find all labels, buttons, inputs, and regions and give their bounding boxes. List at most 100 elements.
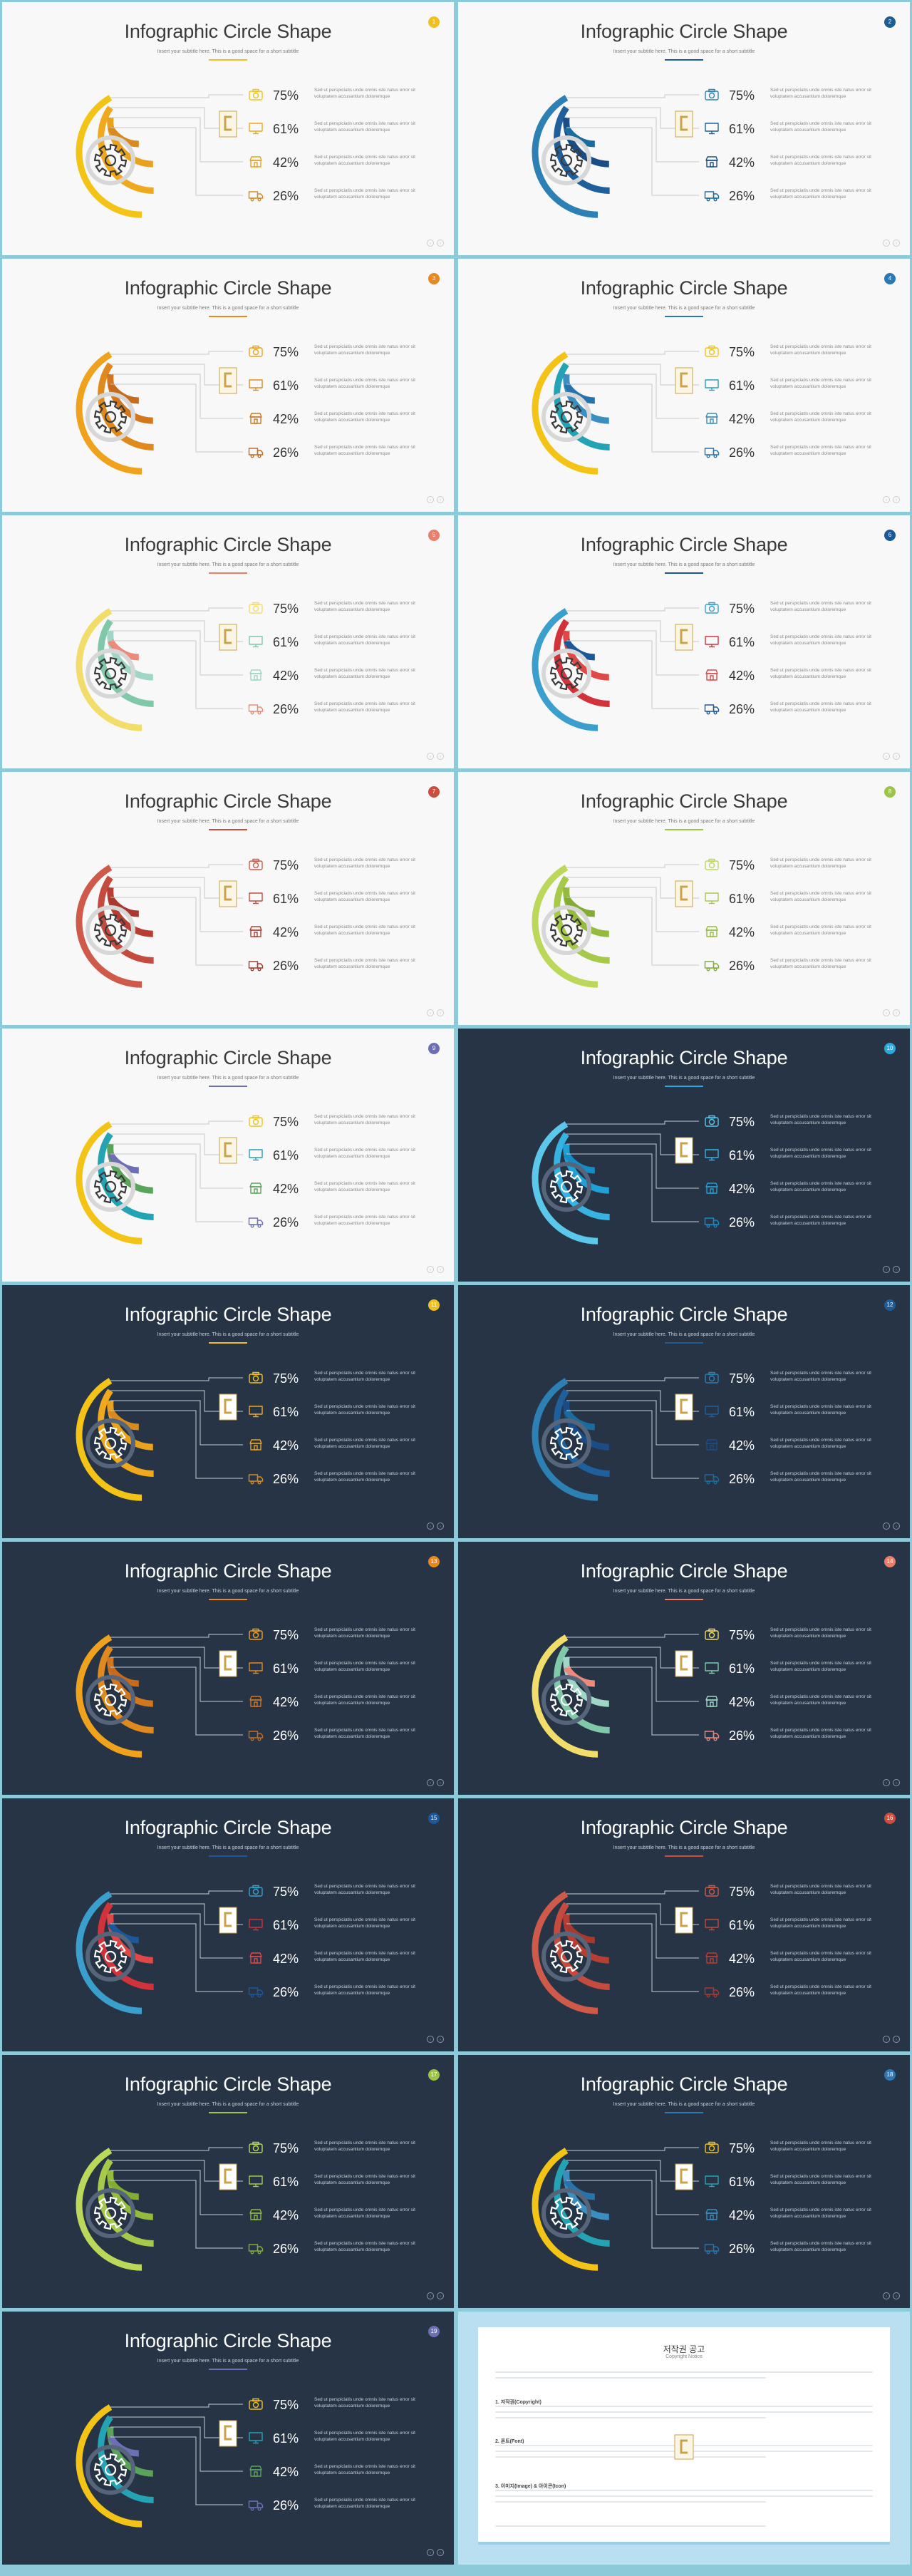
slide-thumbnail-12[interactable]: Infographic Circle Shape Insert your sub… <box>458 1285 910 1538</box>
slide-pager: ‹ › <box>424 1262 444 1274</box>
stat-row-4: 26% Sed ut perspiciatis unde omnis iste n… <box>458 954 910 976</box>
circle-rings-chart <box>532 1377 699 1501</box>
next-icon[interactable]: › <box>893 239 900 247</box>
stat-description: Sed ut perspiciatis unde omnis iste natu… <box>314 2464 415 2475</box>
prev-icon[interactable]: ‹ <box>427 1266 434 1273</box>
next-icon[interactable]: › <box>437 1523 444 1530</box>
slide-thumbnail-19[interactable]: Infographic Circle Shape Insert your sub… <box>2 2312 454 2565</box>
gear-hub <box>560 1950 573 1963</box>
truck-icon <box>248 1985 264 1998</box>
next-icon[interactable]: › <box>437 1009 444 1016</box>
next-icon[interactable]: › <box>893 1523 900 1530</box>
stat-row-3: 42% Sed ut perspiciatis unde omnis iste n… <box>458 1947 910 1969</box>
title-underline <box>209 1599 247 1600</box>
prev-icon[interactable]: ‹ <box>883 753 890 760</box>
title-underline <box>665 2112 703 2113</box>
next-icon[interactable]: › <box>893 1779 900 1786</box>
stat-percent: 26% <box>729 445 755 460</box>
slide-thumbnail-2[interactable]: Infographic Circle Shape Insert your sub… <box>458 2 910 255</box>
slide-thumbnail-10[interactable]: Infographic Circle Shape Insert your sub… <box>458 1029 910 1282</box>
prev-icon[interactable]: ‹ <box>883 496 890 503</box>
prev-icon[interactable]: ‹ <box>427 496 434 503</box>
monitor-icon <box>704 1661 720 1674</box>
slide-thumbnail-17[interactable]: Infographic Circle Shape Insert your sub… <box>2 2055 454 2308</box>
camera-icon <box>704 1115 720 1128</box>
next-icon[interactable]: › <box>437 2036 444 2043</box>
slide-thumbnail-18[interactable]: Infographic Circle Shape Insert your sub… <box>458 2055 910 2308</box>
slide-thumbnail-1[interactable]: Infographic Circle Shape Insert your sub… <box>2 2 454 255</box>
notice-text-line <box>495 2377 766 2379</box>
next-icon[interactable]: › <box>437 2549 444 2556</box>
truck-icon <box>704 1985 720 1998</box>
slide-thumbnail-7[interactable]: Infographic Circle Shape Insert your sub… <box>2 772 454 1025</box>
title-underline <box>209 1342 247 1344</box>
stat-percent: 61% <box>273 635 299 649</box>
stat-row-4: 26% Sed ut perspiciatis unde omnis iste n… <box>458 2237 910 2259</box>
brand-logo <box>219 1907 237 1934</box>
stat-description: Sed ut perspiciatis unde omnis iste natu… <box>770 378 871 389</box>
prev-icon[interactable]: ‹ <box>883 2292 890 2299</box>
slide-thumbnail-8[interactable]: Infographic Circle Shape Insert your sub… <box>458 772 910 1025</box>
next-icon[interactable]: › <box>893 753 900 760</box>
monitor-icon <box>704 378 720 391</box>
gear-icon <box>93 2453 128 2487</box>
gear-icon <box>93 913 128 947</box>
next-icon[interactable]: › <box>437 1779 444 1786</box>
slide-thumbnail-14[interactable]: Infographic Circle Shape Insert your sub… <box>458 1542 910 1795</box>
slide-thumbnail-5[interactable]: Infographic Circle Shape Insert your sub… <box>2 515 454 768</box>
slide-thumbnail-9[interactable]: Infographic Circle Shape Insert your sub… <box>2 1029 454 1282</box>
truck-icon <box>248 2242 264 2255</box>
prev-icon[interactable]: ‹ <box>427 2549 434 2556</box>
stat-percent: 26% <box>729 959 755 973</box>
shop-icon <box>704 925 720 938</box>
camera-icon <box>704 858 720 871</box>
prev-icon[interactable]: ‹ <box>427 1523 434 1530</box>
prev-icon[interactable]: ‹ <box>427 239 434 247</box>
prev-icon[interactable]: ‹ <box>883 1009 890 1016</box>
stat-row-1: 75% Sed ut perspiciatis unde omnis iste n… <box>458 597 910 619</box>
prev-icon[interactable]: ‹ <box>427 2292 434 2299</box>
prev-icon[interactable]: ‹ <box>883 239 890 247</box>
stat-percent: 42% <box>273 1695 299 1709</box>
gear-hub <box>104 2207 117 2220</box>
brand-logo <box>675 1393 693 1421</box>
next-icon[interactable]: › <box>893 2036 900 2043</box>
prev-icon[interactable]: ‹ <box>427 753 434 760</box>
slide-number-badge: 14 <box>884 1556 896 1567</box>
slide-thumbnail-16[interactable]: Infographic Circle Shape Insert your sub… <box>458 1798 910 2051</box>
ring-arc-1 <box>532 1891 598 2014</box>
prev-icon[interactable]: ‹ <box>883 1779 890 1786</box>
prev-icon[interactable]: ‹ <box>427 1779 434 1786</box>
slide-thumbnail-4[interactable]: Infographic Circle Shape Insert your sub… <box>458 259 910 512</box>
slide-title: Infographic Circle Shape <box>124 1560 332 1582</box>
slide-thumbnail-13[interactable]: Infographic Circle Shape Insert your sub… <box>2 1542 454 1795</box>
prev-icon[interactable]: ‹ <box>883 1523 890 1530</box>
next-icon[interactable]: › <box>893 496 900 503</box>
next-icon[interactable]: › <box>437 2292 444 2299</box>
stat-percent: 26% <box>729 1215 755 1230</box>
stat-percent: 61% <box>273 1405 299 1419</box>
prev-icon[interactable]: ‹ <box>883 1266 890 1273</box>
monitor-icon <box>704 635 720 648</box>
prev-icon[interactable]: ‹ <box>883 2036 890 2043</box>
slide-thumbnail-3[interactable]: Infographic Circle Shape Insert your sub… <box>2 259 454 512</box>
next-icon[interactable]: › <box>893 2292 900 2299</box>
prev-icon[interactable]: ‹ <box>427 1009 434 1016</box>
gear-hub <box>104 1437 117 1450</box>
gear-icon <box>93 1683 128 1717</box>
stat-percent: 26% <box>273 959 299 973</box>
next-icon[interactable]: › <box>437 496 444 503</box>
next-icon[interactable]: › <box>437 753 444 760</box>
slide-thumbnail-11[interactable]: Infographic Circle Shape Insert your sub… <box>2 1285 454 1538</box>
copyright-notice-slide[interactable]: 저작권 공고 Copyright Notice 1. 저작권(Copyright) 2… <box>458 2312 910 2565</box>
next-icon[interactable]: › <box>437 239 444 247</box>
slide-thumbnail-6[interactable]: Infographic Circle Shape Insert your sub… <box>458 515 910 768</box>
next-icon[interactable]: › <box>893 1009 900 1016</box>
stat-description: Sed ut perspiciatis unde omnis iste natu… <box>770 668 871 679</box>
next-icon[interactable]: › <box>893 1266 900 1273</box>
connector-line-3 <box>566 2170 699 2215</box>
prev-icon[interactable]: ‹ <box>427 2036 434 2043</box>
slide-thumbnail-15[interactable]: Infographic Circle Shape Insert your sub… <box>2 1798 454 2051</box>
title-underline <box>209 2112 247 2113</box>
next-icon[interactable]: › <box>437 1266 444 1273</box>
